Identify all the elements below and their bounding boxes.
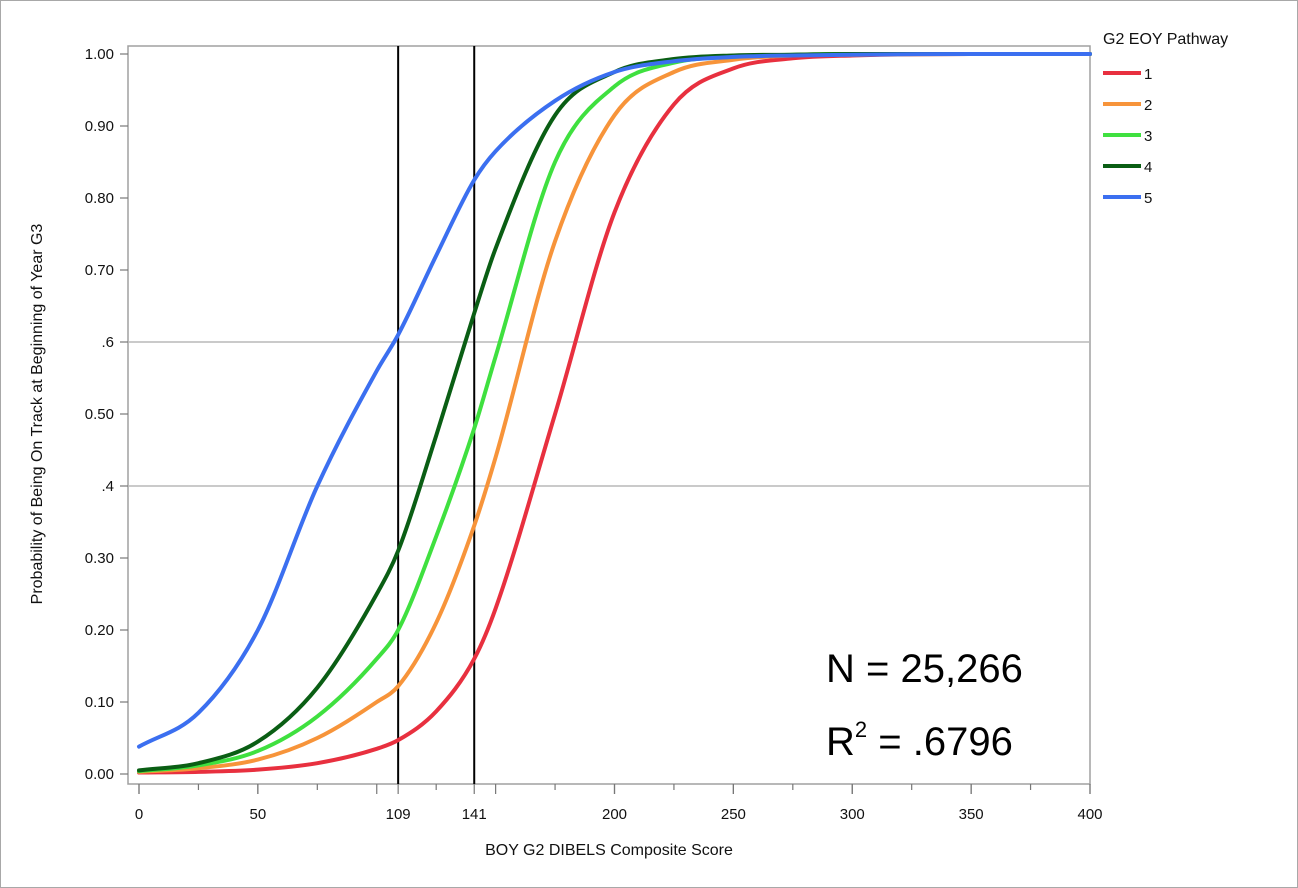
legend-label-2: 2 bbox=[1144, 97, 1152, 114]
r2-annotation: R2 = .6796 bbox=[826, 717, 1013, 764]
y-tick-label: .6 bbox=[101, 334, 114, 351]
y-tick-label: 0.10 bbox=[85, 694, 114, 711]
x-axis-title: BOY G2 DIBELS Composite Score bbox=[485, 842, 733, 859]
y-tick-label: .4 bbox=[101, 478, 114, 495]
x-tick-label: 109 bbox=[386, 806, 411, 823]
legend-label-3: 3 bbox=[1144, 128, 1152, 145]
x-axis: 0 50 109 141 200 250 300 350 400 bbox=[135, 784, 1103, 823]
legend-label-5: 5 bbox=[1144, 190, 1152, 207]
legend-label-4: 4 bbox=[1144, 159, 1152, 176]
n-annotation: N = 25,266 bbox=[826, 647, 1023, 691]
legend-title: G2 EOY Pathway bbox=[1103, 31, 1228, 48]
series-line-5 bbox=[137, 51, 1092, 749]
horizontal-reference-lines bbox=[128, 341, 1090, 487]
y-tick-label: 1.00 bbox=[85, 46, 114, 63]
y-tick-label: 0.30 bbox=[85, 550, 114, 567]
x-tick-label: 350 bbox=[959, 806, 984, 823]
x-tick-label: 141 bbox=[462, 806, 487, 823]
y-tick-label: 0.90 bbox=[85, 118, 114, 135]
y-axis-title: Probability of Being On Track at Beginni… bbox=[29, 224, 46, 605]
y-tick-label: 0.00 bbox=[85, 766, 114, 783]
y-tick-label: 0.70 bbox=[85, 262, 114, 279]
y-tick-label: 0.80 bbox=[85, 190, 114, 207]
series-lines bbox=[137, 51, 1092, 775]
y-tick-label: 0.20 bbox=[85, 622, 114, 639]
x-tick-label: 0 bbox=[135, 806, 143, 823]
x-tick-label: 200 bbox=[602, 806, 627, 823]
y-tick-label: 0.50 bbox=[85, 406, 114, 423]
plot-area bbox=[127, 45, 1091, 785]
legend: G2 EOY Pathway 1 2 3 4 5 bbox=[1103, 31, 1228, 207]
y-axis: 0.00 0.10 0.20 0.30 .4 0.50 .6 0.70 0.80 0.90 1.00 bbox=[85, 46, 128, 783]
x-tick-label: 250 bbox=[721, 806, 746, 823]
x-tick-label: 50 bbox=[250, 806, 267, 823]
x-tick-label: 300 bbox=[840, 806, 865, 823]
x-tick-label: 400 bbox=[1077, 806, 1102, 823]
legend-label-1: 1 bbox=[1144, 66, 1152, 83]
